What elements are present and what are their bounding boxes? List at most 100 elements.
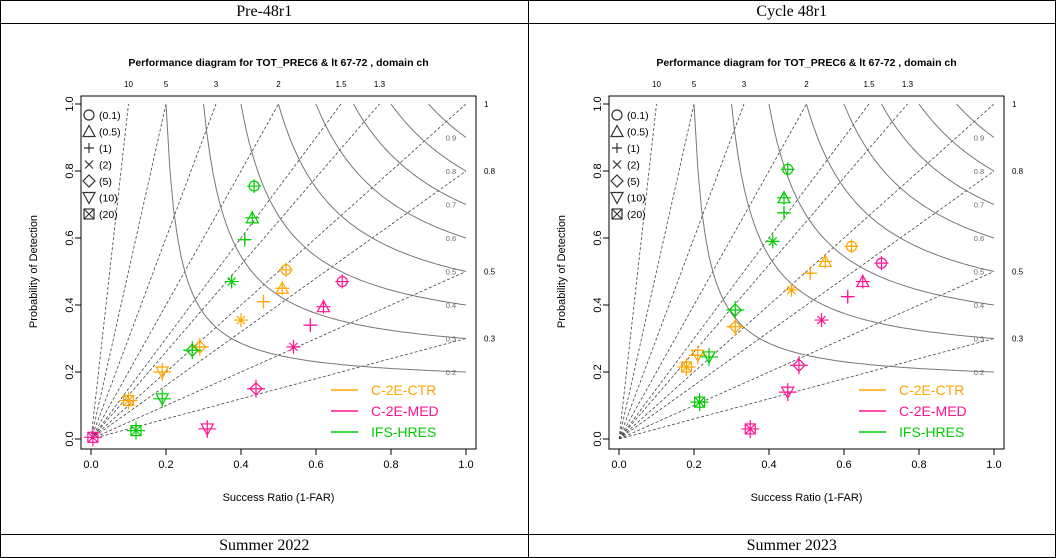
series-legend-label: C-2E-CTR [899, 382, 964, 398]
data-point-crosshair [677, 357, 695, 376]
chart-title: Performance diagram for TOT_PREC6 & lt 6… [128, 57, 428, 69]
csi-label: 0.8 [973, 167, 983, 176]
bias-line-2 [618, 104, 744, 439]
threshold-legend-label: (5) [99, 176, 112, 188]
bias-top-label: 10 [124, 80, 133, 89]
data-point-crosshair [256, 294, 271, 309]
data-point-crosshair [688, 346, 707, 365]
x-tick-label: 0.0 [83, 459, 98, 471]
x-tick-label: 0.6 [836, 459, 851, 471]
csi-curve-0 [428, 104, 466, 138]
bias-top-label: 1.3 [374, 80, 386, 89]
csi-curve-6 [730, 104, 994, 339]
data-point-crosshair [127, 421, 145, 440]
data-point-crosshair [335, 274, 350, 289]
threshold-legend-label: (0.1) [99, 110, 121, 122]
x-tick-label: 1.0 [986, 459, 1001, 471]
bias-line-5 [618, 104, 908, 439]
data-point-crosshair [789, 356, 808, 375]
bias-right-label: 1 [1012, 100, 1017, 109]
data-point-crosshair [234, 313, 248, 328]
bias-line-7 [618, 170, 994, 439]
data-point-crosshair [765, 234, 780, 249]
series-legend-label: IFS-HRES [899, 424, 964, 440]
y-tick-label: 0.4 [64, 297, 76, 312]
data-point-crosshair [198, 419, 217, 438]
axes: 0.0 0.2 0.4 0.6 0.8 1.0 0.0 0.2 0.4 0.6 0.8 1.0 [64, 96, 474, 471]
data-point-crosshair [119, 391, 138, 410]
threshold-legend-marker-cross [611, 208, 622, 220]
csi-curve-5 [768, 104, 994, 306]
panel-right-plot-cell: Performance diagram for TOT_PREC6 & lt 6… [527, 23, 1056, 535]
y-tick-label: 0.2 [64, 364, 76, 379]
series-IFS-HRES [127, 179, 262, 440]
bias-right-label: 0.5 [484, 268, 496, 277]
threshold-legend-marker [84, 143, 94, 153]
bias-right-label: 0.5 [1012, 268, 1024, 277]
threshold-legend-label: (10) [627, 193, 646, 205]
data-point-crosshair [224, 274, 239, 289]
threshold-legend-marker [83, 109, 95, 121]
bias-right-label: 0.8 [484, 167, 496, 176]
csi-label: 0.2 [446, 368, 456, 377]
data-point-crosshair [286, 339, 301, 354]
x-tick-label: 0.8 [911, 459, 926, 471]
threshold-legend-label: (5) [627, 176, 640, 188]
series-C-2E-CTR [119, 262, 293, 410]
plot-border [80, 95, 477, 450]
csi-curve-5 [240, 104, 466, 306]
threshold-legend-marker [612, 160, 621, 169]
series-IFS-HRES [690, 162, 795, 412]
data-point-crosshair [855, 274, 870, 289]
bias-top-label: 1.3 [901, 80, 913, 89]
bias-right-label: 1 [484, 100, 489, 109]
data-point-crosshair [840, 289, 855, 304]
data-points [83, 179, 350, 447]
threshold-legend-marker [81, 124, 97, 138]
axes: 0.0 0.2 0.4 0.6 0.8 1.0 0.0 0.2 0.4 0.6 0.8 1.0 [592, 96, 1002, 471]
data-point-crosshair [740, 419, 759, 438]
csi-curve-1 [390, 104, 466, 172]
data-point-crosshair [780, 162, 795, 177]
series-C-2E-MED [83, 274, 350, 447]
data-point-crosshair [699, 347, 718, 366]
threshold-legend: (0.1) (0.5) (1) (2) (5) (10) (20) [81, 109, 121, 221]
x-tick-label: 0.6 [308, 459, 323, 471]
data-point-crosshair [83, 428, 102, 447]
threshold-legend-marker [610, 208, 623, 220]
series-legend-label: C-2E-CTR [371, 382, 436, 398]
data-point-crosshair [690, 393, 709, 412]
x-tick-label: 0.4 [761, 459, 776, 471]
csi-curve-6 [203, 104, 466, 339]
bias-right-label: 0.3 [1012, 335, 1024, 344]
data-point-crosshair [776, 205, 791, 220]
bias-top-label: 3 [214, 80, 219, 89]
csi-curve-4 [278, 104, 466, 272]
x-tick-label: 0.2 [158, 459, 173, 471]
bias-top-label: 5 [691, 80, 696, 89]
y-tick-label: 0.8 [592, 163, 604, 178]
panel-right-footer: Summer 2023 [527, 534, 1056, 558]
csi-label: 0.6 [973, 234, 983, 243]
threshold-legend-marker [82, 174, 96, 188]
panel-left-header: Pre-48r1 [0, 0, 529, 24]
bias-line-5 [91, 104, 380, 439]
data-point-crosshair [778, 383, 797, 402]
threshold-legend-label: (20) [99, 209, 118, 221]
series-C-2E-CTR [677, 239, 858, 376]
series-C-2E-MED [740, 256, 888, 438]
threshold-legend-label: (1) [99, 143, 112, 155]
csi-label: 0.7 [973, 201, 983, 210]
bias-line-6 [91, 104, 466, 439]
threshold-legend-label: (2) [627, 160, 640, 172]
performance-diagram-left: Performance diagram for TOT_PREC6 & lt 6… [28, 57, 496, 504]
csi-label: 0.5 [446, 268, 456, 277]
csi-curve-4 [805, 104, 994, 272]
threshold-legend-marker [81, 191, 97, 205]
csi-label: 0.6 [446, 234, 456, 243]
csi-curve-3 [843, 104, 994, 239]
threshold-legend-label: (0.5) [99, 127, 121, 139]
data-point-crosshair [303, 318, 318, 333]
series-legend: C-2E-CTR C-2E-MED IFS-HRES [858, 382, 966, 440]
